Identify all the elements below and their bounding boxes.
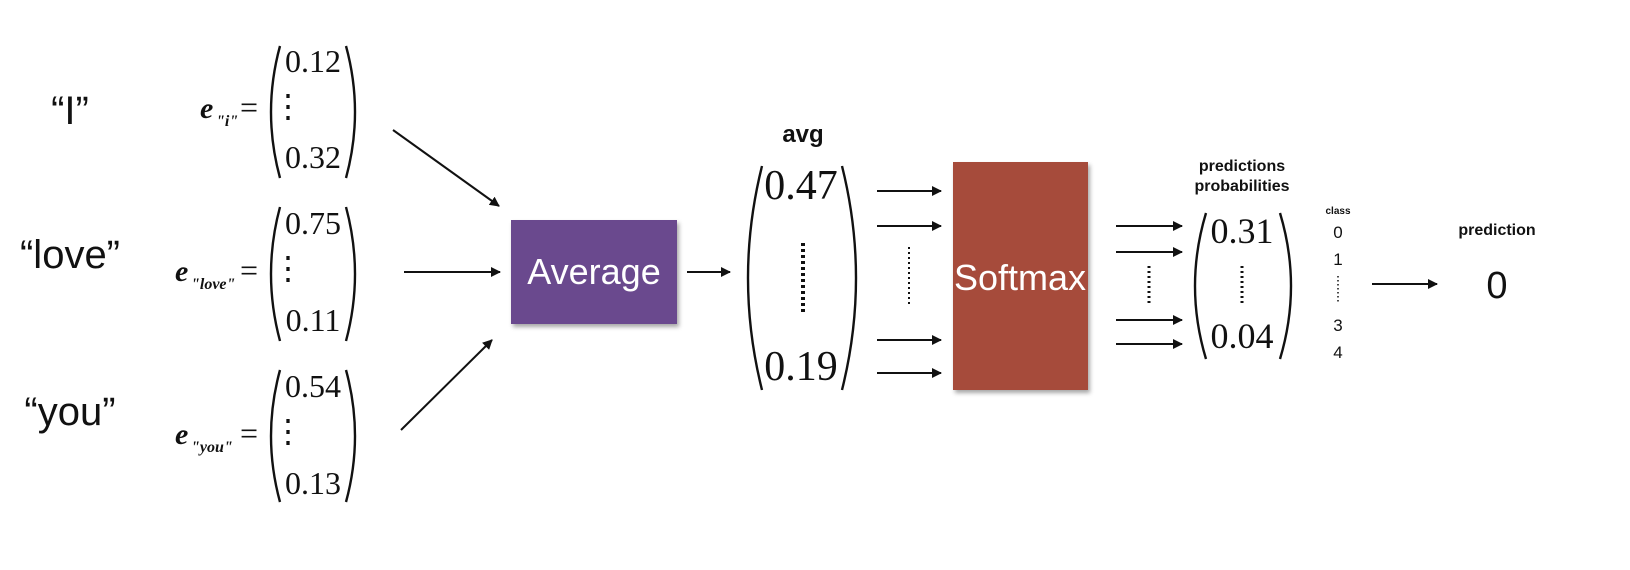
average-box: Average [511,220,677,324]
left-paren [269,369,282,503]
embedding-label: e [200,92,213,125]
embedding-top-value: 0.75 [285,205,341,241]
right-paren [1278,212,1293,360]
class-label: 4 [1333,343,1342,362]
class-label: 1 [1333,250,1342,269]
left-paren [269,45,282,179]
left-paren [269,206,282,342]
embedding-subscript: "i" [216,113,238,130]
right-paren [344,45,357,179]
avg-vector: avg 0.47 0.19 [746,121,858,391]
embedding-i: e "i" = 0.12 ⋮ 0.32 [200,43,357,179]
embedding-label: e [175,255,188,288]
arrow-i-to-average [392,129,500,207]
probabilities-vector: predictions probabilities 0.31 0.04 [1193,158,1293,360]
embedding-bottom-value: 0.11 [286,302,341,338]
word-love: “love” [20,233,120,277]
embedding-bottom-value: 0.13 [285,465,341,501]
arrow-you-to-average [400,339,493,431]
class-title: class [1325,206,1350,217]
equals-sign: = [240,89,258,125]
embedding-you: e "you" = 0.54 ⋮ 0.13 [175,368,357,503]
class-label: 3 [1333,316,1342,335]
softmax-box: Softmax [953,162,1088,390]
embedding-love: e "love" = 0.75 ⋮ 0.11 [175,205,357,342]
avg-top-value: 0.47 [764,163,838,209]
word-you: “you” [24,390,115,434]
prob-bottom-value: 0.04 [1211,316,1274,356]
embedding-subscript: "you" [191,439,233,456]
prob-top-value: 0.31 [1211,211,1274,251]
embedding-label: e [175,418,188,451]
probabilities-title: probabilities [1194,178,1289,195]
avg-bottom-value: 0.19 [764,344,838,390]
predictions-title: predictions [1199,158,1285,175]
embedding-top-value: 0.54 [285,368,341,404]
right-paren [344,369,357,503]
right-paren [344,206,357,342]
class-label: 0 [1333,223,1342,242]
prediction-output: prediction 0 [1458,222,1535,307]
embedding-subscript: "love" [191,276,235,293]
softmax-box-bg [953,162,1088,390]
word-i: “I” [51,89,89,133]
left-paren [746,165,764,391]
embedding-top-value: 0.12 [285,43,341,79]
softmax-label: Softmax [954,257,1086,298]
vertical-dots-icon: ⋮ [272,413,304,449]
class-column: class 0 1 3 4 [1325,206,1350,362]
right-paren [840,165,858,391]
equals-sign: = [240,252,258,288]
average-label: Average [527,251,660,292]
prediction-value: 0 [1486,265,1507,307]
equals-sign: = [240,415,258,451]
embedding-bottom-value: 0.32 [285,139,341,175]
vertical-dots-icon: ⋮ [272,250,304,286]
avg-title: avg [782,121,823,148]
left-paren [1193,212,1208,360]
average-box-bg [511,220,677,324]
vertical-dots-icon: ⋮ [272,88,304,124]
prediction-title: prediction [1458,222,1535,239]
